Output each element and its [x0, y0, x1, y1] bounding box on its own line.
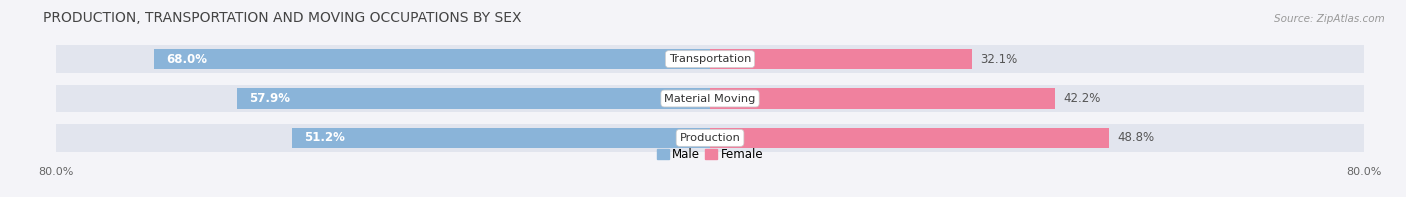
Bar — [291, 128, 710, 148]
Text: Source: ZipAtlas.com: Source: ZipAtlas.com — [1274, 14, 1385, 24]
Text: Material Moving: Material Moving — [665, 94, 755, 103]
Text: PRODUCTION, TRANSPORTATION AND MOVING OCCUPATIONS BY SEX: PRODUCTION, TRANSPORTATION AND MOVING OC… — [44, 11, 522, 25]
Bar — [710, 88, 1054, 109]
Bar — [710, 128, 1109, 148]
Bar — [236, 88, 710, 109]
Bar — [56, 124, 1364, 152]
Bar — [710, 49, 973, 69]
Bar — [56, 85, 1364, 112]
Bar — [155, 49, 710, 69]
Text: 68.0%: 68.0% — [166, 53, 208, 66]
Text: Transportation: Transportation — [669, 54, 751, 64]
Text: 48.8%: 48.8% — [1116, 131, 1154, 144]
Text: 57.9%: 57.9% — [249, 92, 290, 105]
Legend: Male, Female: Male, Female — [652, 143, 768, 166]
Text: 42.2%: 42.2% — [1063, 92, 1101, 105]
Text: 32.1%: 32.1% — [980, 53, 1018, 66]
Text: 51.2%: 51.2% — [304, 131, 344, 144]
Text: Production: Production — [679, 133, 741, 143]
Bar — [56, 45, 1364, 73]
